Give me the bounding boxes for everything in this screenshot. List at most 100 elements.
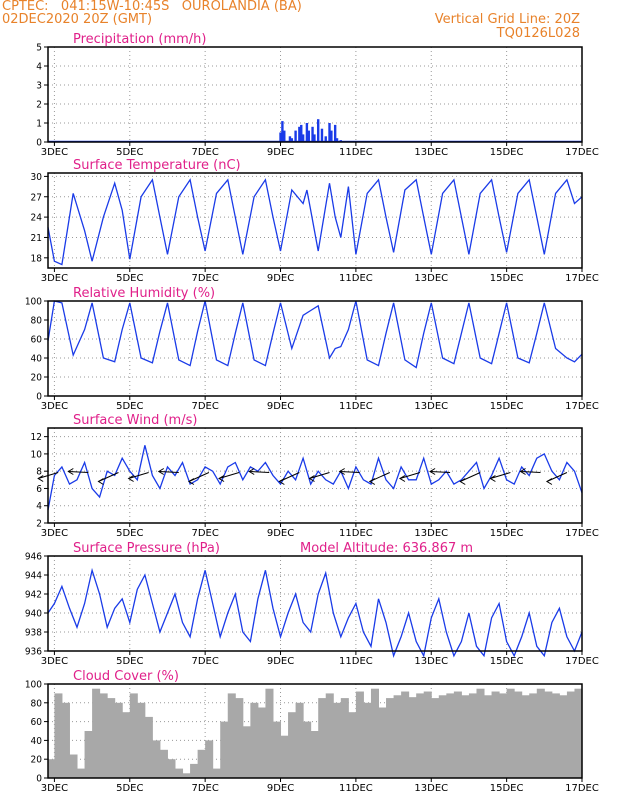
cloud-bar — [137, 702, 146, 778]
y-tick-label: 18 — [31, 253, 43, 264]
cloud-bar — [167, 759, 176, 778]
precip-bar — [305, 123, 309, 142]
wind-arrow-head — [97, 478, 104, 485]
y-tick-label: 2 — [36, 519, 42, 530]
panel-frame — [47, 46, 583, 143]
precip-bar — [298, 126, 301, 142]
wind-arrow-head — [519, 468, 526, 475]
cloud-bar — [174, 768, 184, 778]
cloud-bar — [378, 707, 387, 778]
cloud-bar — [574, 688, 583, 778]
wind-arrow-head — [398, 475, 406, 482]
cloud-bar — [220, 721, 229, 778]
cloud-bar — [408, 697, 417, 778]
precip-bar — [333, 124, 337, 142]
cloud-bar — [190, 763, 199, 778]
cloud-bar — [431, 698, 440, 778]
cloud-bar — [514, 691, 523, 778]
x-tick-label: 13DEC — [414, 656, 448, 667]
x-tick-label: 9DEC — [267, 656, 294, 667]
header-station-line: CPTEC: 041:15W-10:45S OUROLANDIA (BA) — [2, 0, 302, 14]
cloud-bar — [386, 698, 395, 778]
x-tick-label: 5DEC — [116, 147, 143, 158]
wind-arrow — [399, 472, 421, 479]
wind-arrow — [68, 471, 89, 473]
cloud-bar — [446, 693, 455, 778]
wind-arrow — [490, 472, 511, 479]
y-tick-label: 5 — [36, 43, 42, 54]
cloud-bar — [152, 740, 161, 778]
cloud-bar — [416, 693, 425, 778]
panel-title: Precipitation (mm/h) — [73, 32, 206, 47]
cloud-bar — [310, 731, 319, 778]
x-tick-label: 7DEC — [191, 656, 218, 667]
panel-title: Cloud Cover (%) — [73, 669, 179, 684]
y-tick-label: 40 — [31, 354, 43, 365]
y-tick-label: 40 — [31, 736, 43, 747]
wind-arrow — [218, 472, 240, 479]
cloud-bar — [453, 691, 462, 778]
cloud-bar — [325, 693, 334, 778]
cloud-bar — [61, 702, 70, 778]
cloud-bar — [288, 712, 297, 778]
cloud-bar — [551, 693, 560, 778]
cloud-bar — [340, 698, 349, 778]
cloud-bar — [499, 693, 508, 778]
wind-arrow-head — [545, 478, 553, 485]
wind-arrow — [128, 472, 149, 479]
cloud-bar — [295, 702, 304, 778]
x-tick-label: 13DEC — [414, 528, 448, 539]
y-tick-label: 0 — [36, 138, 42, 149]
cloud-bar — [77, 768, 86, 778]
y-tick-label: 20 — [31, 755, 43, 766]
precip-bar — [279, 132, 282, 142]
panel-title: Surface Wind (m/s) — [73, 413, 197, 428]
precip-bar — [294, 130, 297, 142]
y-tick-label: 0 — [36, 774, 42, 785]
x-tick-label: 13DEC — [414, 273, 448, 284]
cloud-bar — [484, 695, 493, 778]
cloud-bar — [348, 712, 357, 778]
cloud-bar — [122, 712, 131, 778]
cloud-bar — [250, 702, 259, 778]
y-tick-label: 8 — [36, 467, 42, 478]
precip-bar — [335, 138, 339, 142]
precip-bar — [317, 119, 320, 142]
x-tick-label: 5DEC — [116, 528, 143, 539]
cloud-bar — [318, 698, 327, 778]
x-tick-label: 9DEC — [267, 783, 294, 794]
wind-arrow-head — [157, 468, 165, 475]
cloud-bar — [506, 688, 515, 778]
x-tick-label: 7DEC — [191, 273, 218, 284]
cloud-bar — [468, 693, 477, 778]
x-tick-label: 3DEC — [41, 528, 68, 539]
precip-bar — [290, 138, 294, 142]
y-tick-label: 60 — [31, 335, 43, 346]
wind-arrow — [339, 471, 360, 473]
x-tick-label: 3DEC — [41, 147, 68, 158]
y-tick-label: 942 — [25, 590, 42, 601]
x-tick-label: 9DEC — [267, 273, 294, 284]
series-line — [47, 567, 583, 658]
x-tick-label: 15DEC — [490, 401, 524, 412]
wind-arrow-head — [429, 468, 436, 475]
cloud-bar — [393, 695, 402, 778]
wind-arrow-head — [67, 468, 74, 475]
cloud-bar — [159, 749, 168, 778]
x-tick-label: 13DEC — [414, 401, 448, 412]
x-tick-label: 3DEC — [41, 783, 68, 794]
y-tick-label: 20 — [31, 373, 43, 384]
panel-frame — [47, 683, 583, 779]
wind-arrow-head — [218, 475, 225, 482]
precip-bar — [283, 130, 286, 142]
y-tick-label: 2 — [36, 100, 42, 111]
y-tick-label: 60 — [31, 717, 43, 728]
x-tick-label: 7DEC — [191, 401, 218, 412]
cloud-bar — [355, 691, 364, 778]
wind-arrow — [158, 471, 179, 473]
wind-arrow-head — [338, 468, 345, 475]
cloud-bar — [48, 759, 55, 778]
wind-arrow — [249, 471, 270, 473]
wind-arrow-head — [368, 478, 376, 485]
